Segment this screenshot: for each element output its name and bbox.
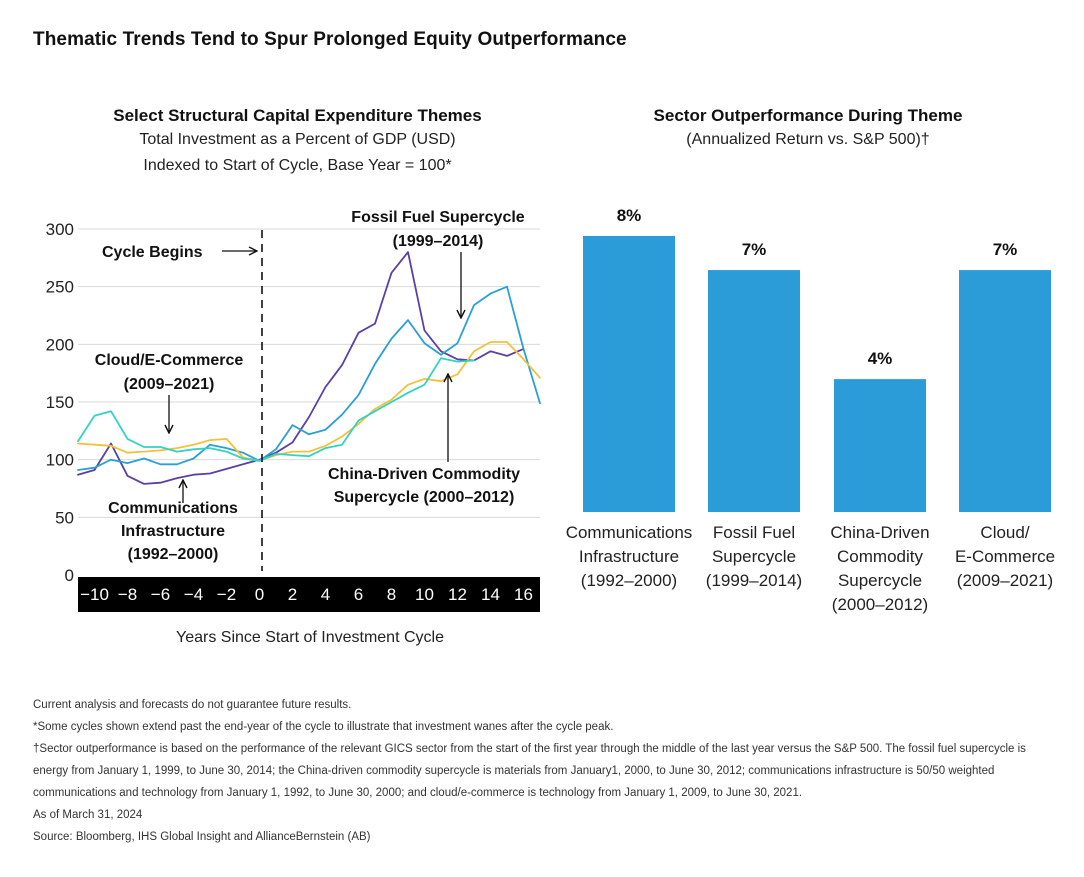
china-annotation-line2: Supercycle (2000–2012) [334, 489, 515, 506]
footnote-dagger: †Sector outperformance is based on the p… [33, 743, 1026, 799]
bar-value-label: 7% [993, 240, 1018, 259]
left-chart-subtitle-1: Total Investment as a Percent of GDP (US… [139, 131, 456, 148]
x-tick-label: 0 [255, 585, 264, 604]
bar-category-label: (1999–2014) [706, 571, 802, 590]
series-line-china [77, 341, 541, 462]
cycle-begins-label: Cycle Begins [102, 244, 203, 261]
x-axis-label: Years Since Start of Investment Cycle [176, 629, 444, 646]
bar-category-label: (2009–2021) [957, 571, 1053, 590]
x-tick-label: −8 [118, 585, 137, 604]
comm-annotation-line3: (1992–2000) [128, 546, 219, 563]
fossil-annotation-line2: (1999–2014) [393, 233, 484, 250]
x-tick-label: 6 [354, 585, 363, 604]
bar [959, 270, 1051, 512]
x-tick-label: 16 [514, 585, 533, 604]
y-tick-label: 300 [46, 220, 74, 239]
fossil-annotation-line1: Fossil Fuel Supercycle [351, 209, 525, 226]
footnote-disclaimer: Current analysis and forecasts do not gu… [33, 699, 352, 711]
bar-category-label: Supercycle [712, 547, 796, 566]
bar-category-label: Cloud/ [980, 523, 1029, 542]
footnote-asterisk: *Some cycles shown extend past the end-y… [33, 721, 614, 733]
bar-category-label: China-Driven [830, 523, 929, 542]
x-axis-ticks: −10 −8 −6 −4 −2 0 2 4 6 8 10 12 14 16 [80, 585, 533, 604]
bar-category-label: Commodity [837, 547, 923, 566]
cloud-annotation-line2: (2009–2021) [124, 376, 215, 393]
y-axis-ticks: 0 50 100 150 200 250 300 [46, 220, 74, 585]
x-tick-label: −2 [217, 585, 236, 604]
china-annotation-line1: China-Driven Commodity [328, 466, 520, 483]
x-tick-label: 2 [288, 585, 297, 604]
y-tick-label: 100 [46, 451, 74, 470]
y-tick-label: 0 [65, 566, 74, 585]
bar-category-label: Fossil Fuel [713, 523, 795, 542]
x-axis-band [78, 577, 540, 612]
line-series [77, 251, 541, 485]
footnote-date: As of March 31, 2024 [33, 809, 143, 821]
left-chart-subtitle-2: Indexed to Start of Cycle, Base Year = 1… [143, 157, 452, 174]
bar-category-label: Communications [566, 523, 693, 542]
bar-category-label: Infrastructure [579, 547, 679, 566]
left-chart-title: Select Structural Capital Expenditure Th… [113, 106, 482, 125]
x-tick-label: 10 [415, 585, 434, 604]
y-gridlines [78, 228, 540, 518]
bar-category-label: Supercycle [838, 571, 922, 590]
series-line-cloud [77, 357, 475, 462]
bar-series: 8% Communications Infrastructure (1992–2000… [566, 206, 1055, 614]
series-line-fossil [77, 285, 541, 471]
bar [583, 236, 675, 512]
right-chart-title: Sector Outperformance During Theme [653, 106, 963, 125]
bar-value-label: 7% [742, 240, 767, 259]
bar [708, 270, 800, 512]
x-tick-label: −6 [151, 585, 170, 604]
comm-annotation-line1: Communications [108, 500, 238, 517]
y-tick-label: 200 [46, 335, 74, 354]
x-tick-label: −10 [80, 585, 109, 604]
bar-value-label: 8% [617, 206, 642, 225]
x-tick-label: 14 [481, 585, 500, 604]
bar-category-label: (1992–2000) [581, 571, 677, 590]
bar [834, 379, 926, 512]
y-tick-label: 150 [46, 393, 74, 412]
page-title: Thematic Trends Tend to Spur Prolonged E… [33, 29, 627, 50]
y-tick-label: 50 [55, 508, 74, 527]
footnotes: Current analysis and forecasts do not gu… [33, 694, 1053, 848]
bar-category-label: E-Commerce [955, 547, 1055, 566]
bar-value-label: 4% [868, 349, 893, 368]
right-chart-subtitle: (Annualized Return vs. S&P 500)† [686, 131, 930, 148]
comm-annotation-line2: Infrastructure [121, 523, 225, 540]
y-tick-label: 250 [46, 278, 74, 297]
x-tick-label: 12 [448, 585, 467, 604]
x-tick-label: 8 [387, 585, 396, 604]
footnote-source: Source: Bloomberg, IHS Global Insight an… [33, 831, 371, 843]
bar-category-label: (2000–2012) [832, 595, 928, 614]
x-tick-label: 4 [321, 585, 330, 604]
x-tick-label: −4 [184, 585, 203, 604]
cloud-annotation-line1: Cloud/E-Commerce [95, 352, 244, 369]
